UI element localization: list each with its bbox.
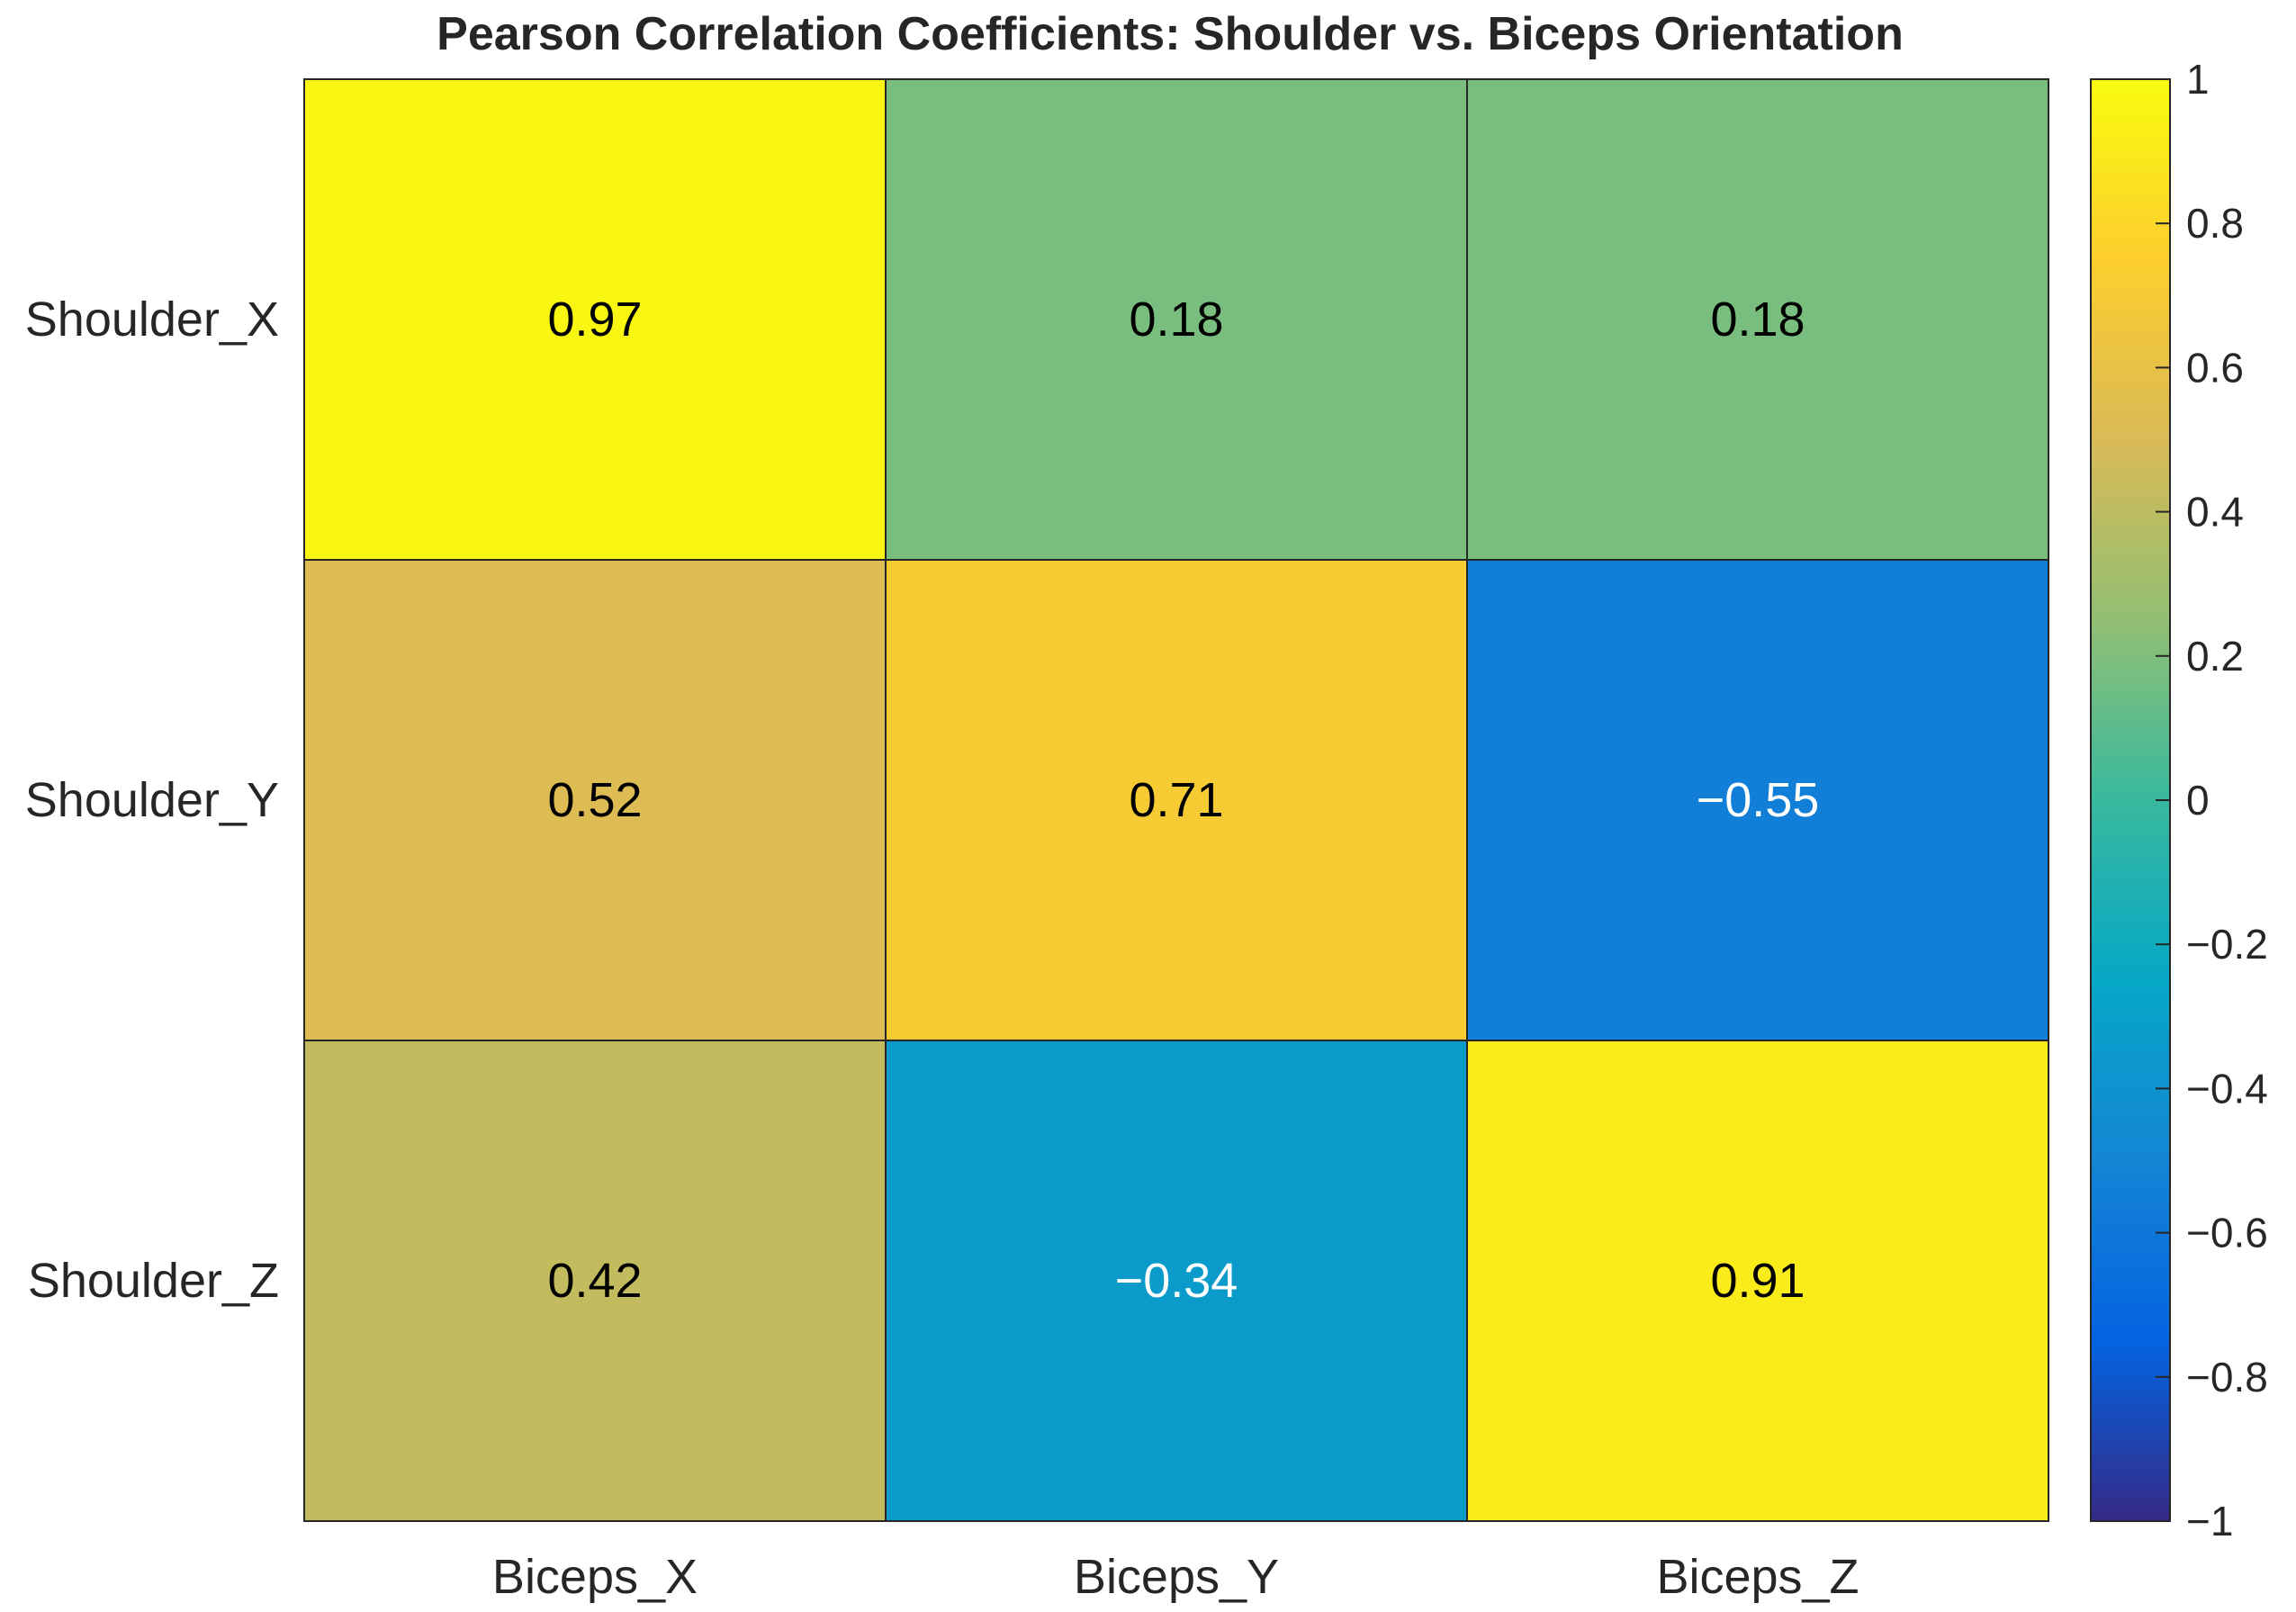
- colorbar-tick-label: 0: [2186, 777, 2210, 824]
- colorbar-tick-label: 0.4: [2186, 489, 2244, 536]
- y-tick-label: Shoulder_Y: [25, 773, 279, 827]
- heatmap-cell-r1-c1: [885, 559, 1468, 1041]
- heatmap-cell-r0-c2: [1466, 78, 2049, 561]
- colorbar-tick-label: −0.4: [2186, 1065, 2268, 1112]
- cell-value-label: 0.42: [547, 1254, 642, 1308]
- x-tick-label: Biceps_Z: [1656, 1550, 1859, 1604]
- x-tick-label: Biceps_Y: [1074, 1550, 1279, 1604]
- heatmap-cell-r2-c0: [303, 1040, 887, 1522]
- cell-value-label: 0.52: [547, 773, 642, 827]
- colorbar-tick-label: −0.2: [2186, 921, 2268, 968]
- y-tick-label: Shoulder_Z: [28, 1254, 279, 1308]
- cell-value-label: −0.55: [1697, 773, 1820, 827]
- colorbar-tick-label: −1: [2186, 1498, 2233, 1544]
- cell-value-label: 0.91: [1710, 1254, 1805, 1308]
- colorbar-tick-label: 0.6: [2186, 344, 2244, 391]
- heatmap-cell-r2-c1: [885, 1040, 1468, 1522]
- colorbar-tick-label: −0.8: [2186, 1354, 2268, 1400]
- heatmap-cell-r0-c1: [885, 78, 1468, 561]
- heatmap-cells: 0.97 0.18 0.18 0.52 0.71 −0.55 0.42 −0.34 0.91: [303, 78, 2049, 1522]
- cell-value-label: 0.18: [1710, 293, 1805, 347]
- heatmap-cell-r1-c0: [303, 559, 887, 1041]
- chart-title: Pearson Correlation Coefficients: Should…: [437, 8, 1904, 60]
- heatmap-cell-r2-c2: [1466, 1040, 2049, 1522]
- x-axis-labels: Biceps_X Biceps_Y Biceps_Z: [492, 1550, 1859, 1604]
- y-tick-label: Shoulder_X: [25, 293, 279, 347]
- colorbar-tick-label: −0.6: [2186, 1210, 2268, 1256]
- colorbar-tick-label: 0.8: [2186, 200, 2244, 247]
- cell-value-label: −0.34: [1115, 1254, 1238, 1308]
- cell-value-label: 0.97: [547, 293, 642, 347]
- cell-value-label: 0.18: [1129, 293, 1223, 347]
- colorbar-tick-label: 0.2: [2186, 633, 2244, 680]
- y-axis-labels: Shoulder_X Shoulder_Y Shoulder_Z: [25, 293, 279, 1308]
- x-tick-label: Biceps_X: [492, 1550, 698, 1604]
- heatmap-cell-r0-c0: [303, 78, 887, 561]
- colorbar-tick-label: 1: [2186, 56, 2210, 103]
- heatmap-cell-r1-c2: [1466, 559, 2049, 1041]
- colorbar: 1 0.8 0.6 0.4 0.2 0 −0.2 −0.4 −0.6 −0.8 −1: [2090, 56, 2268, 1544]
- cell-value-label: 0.71: [1129, 773, 1223, 827]
